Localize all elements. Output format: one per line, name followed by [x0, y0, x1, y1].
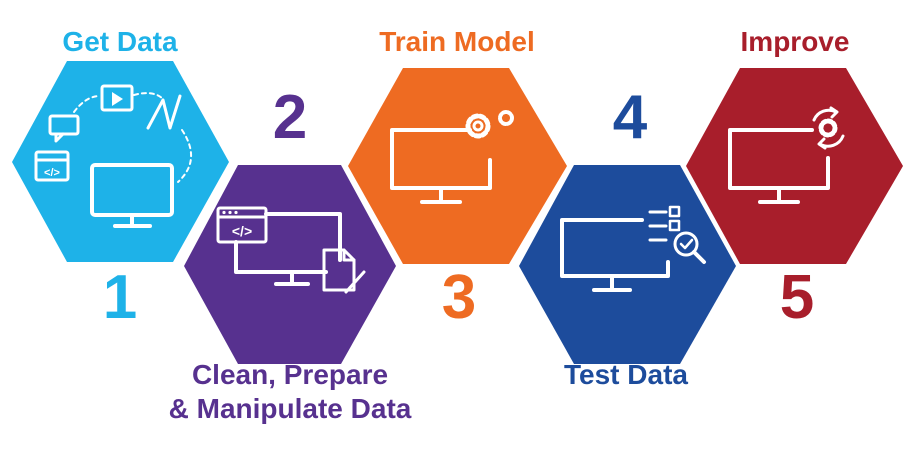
monitor-with-sources-icon: </>	[34, 84, 192, 228]
monitor-with-checklist-search-icon	[560, 205, 706, 292]
step-5-title: Improve	[741, 26, 850, 57]
step-5: Improve 5	[686, 26, 903, 332]
svg-text:</>: </>	[44, 167, 60, 179]
step-1-number: 1	[103, 263, 137, 332]
monitor-with-gears-icon	[390, 110, 514, 204]
step-3-number: 3	[442, 263, 476, 332]
step-4: 4 Test Data	[519, 83, 736, 390]
monitor-with-refresh-gear-icon	[728, 106, 845, 204]
step-2-hexagon	[184, 165, 396, 364]
step-5-number: 5	[780, 263, 814, 332]
step-3-hexagon	[348, 68, 567, 264]
step-2-number: 2	[273, 83, 307, 152]
svg-text:</>: </>	[232, 223, 252, 239]
monitor-with-code-and-document-icon: </>	[216, 206, 366, 294]
step-1-title: Get Data	[62, 26, 178, 57]
step-1: </> Get Data 1	[12, 26, 229, 332]
step-2-title-line-2: & Manipulate Data	[169, 393, 412, 424]
step-3: Train Model 3	[348, 26, 567, 332]
step-3-title: Train Model	[379, 26, 535, 57]
step-5-hexagon	[686, 68, 903, 264]
step-4-title: Test Data	[564, 359, 688, 390]
step-2-title-line-1: Clean, Prepare	[192, 359, 388, 390]
step-4-hexagon	[519, 165, 736, 364]
step-4-number: 4	[613, 83, 648, 152]
step-2: </> 2 Clean, Prepare & Manipulate Data	[169, 83, 412, 424]
